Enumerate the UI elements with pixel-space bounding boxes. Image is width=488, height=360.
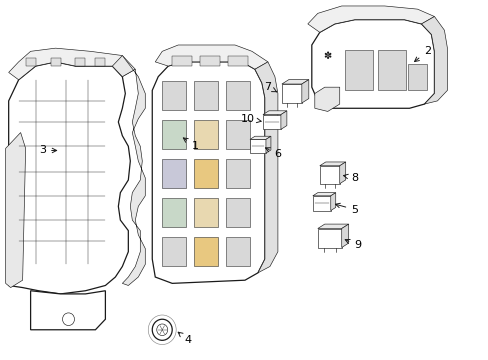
Polygon shape	[9, 48, 135, 80]
Polygon shape	[307, 6, 433, 32]
Bar	[225, 237, 249, 266]
Bar	[377, 50, 405, 90]
Text: 10: 10	[241, 114, 261, 124]
Polygon shape	[155, 45, 267, 69]
Text: 8: 8	[343, 173, 358, 183]
Bar	[200, 55, 220, 66]
Bar	[225, 159, 249, 188]
Text: 4: 4	[178, 332, 191, 345]
Bar	[50, 58, 61, 66]
Bar	[162, 237, 186, 266]
Polygon shape	[317, 229, 341, 248]
Bar	[162, 81, 186, 111]
Polygon shape	[330, 193, 335, 211]
Bar	[194, 198, 218, 228]
Polygon shape	[280, 111, 286, 129]
Bar	[225, 81, 249, 111]
Text: ✽: ✽	[323, 50, 331, 60]
Polygon shape	[249, 139, 265, 153]
Polygon shape	[314, 87, 339, 112]
Polygon shape	[254, 62, 277, 273]
Polygon shape	[265, 136, 270, 153]
Bar	[407, 64, 427, 90]
Bar	[25, 58, 36, 66]
Polygon shape	[311, 20, 433, 108]
Bar	[95, 58, 105, 66]
Polygon shape	[312, 193, 335, 196]
Bar	[225, 198, 249, 228]
Text: 6: 6	[265, 148, 281, 159]
Bar	[344, 50, 372, 90]
Text: 7: 7	[264, 82, 276, 92]
Bar	[162, 120, 186, 149]
Circle shape	[157, 324, 167, 336]
Polygon shape	[317, 224, 348, 229]
Polygon shape	[112, 55, 145, 285]
Text: 2: 2	[414, 46, 430, 62]
Bar	[225, 120, 249, 149]
Polygon shape	[339, 162, 345, 184]
Circle shape	[152, 319, 172, 340]
Polygon shape	[263, 111, 286, 114]
Polygon shape	[6, 132, 25, 288]
Polygon shape	[421, 17, 447, 104]
Polygon shape	[341, 224, 348, 248]
Bar	[227, 55, 247, 66]
Circle shape	[148, 315, 176, 345]
Bar	[75, 58, 85, 66]
Polygon shape	[281, 80, 308, 84]
Text: 9: 9	[345, 239, 361, 251]
Bar	[172, 55, 192, 66]
Polygon shape	[319, 162, 345, 166]
Text: 3: 3	[39, 145, 57, 156]
Polygon shape	[301, 80, 308, 103]
Bar	[194, 159, 218, 188]
Polygon shape	[31, 291, 105, 330]
Polygon shape	[249, 136, 270, 139]
Circle shape	[62, 313, 74, 325]
Bar	[194, 237, 218, 266]
Polygon shape	[319, 166, 339, 184]
Text: 1: 1	[183, 138, 198, 151]
Bar	[162, 159, 186, 188]
Polygon shape	[263, 114, 280, 129]
Polygon shape	[312, 196, 330, 211]
Bar	[194, 120, 218, 149]
Polygon shape	[281, 84, 301, 103]
Polygon shape	[152, 62, 264, 283]
Polygon shape	[9, 62, 130, 294]
Bar	[162, 198, 186, 228]
Text: 5: 5	[335, 203, 357, 215]
Bar	[194, 81, 218, 111]
